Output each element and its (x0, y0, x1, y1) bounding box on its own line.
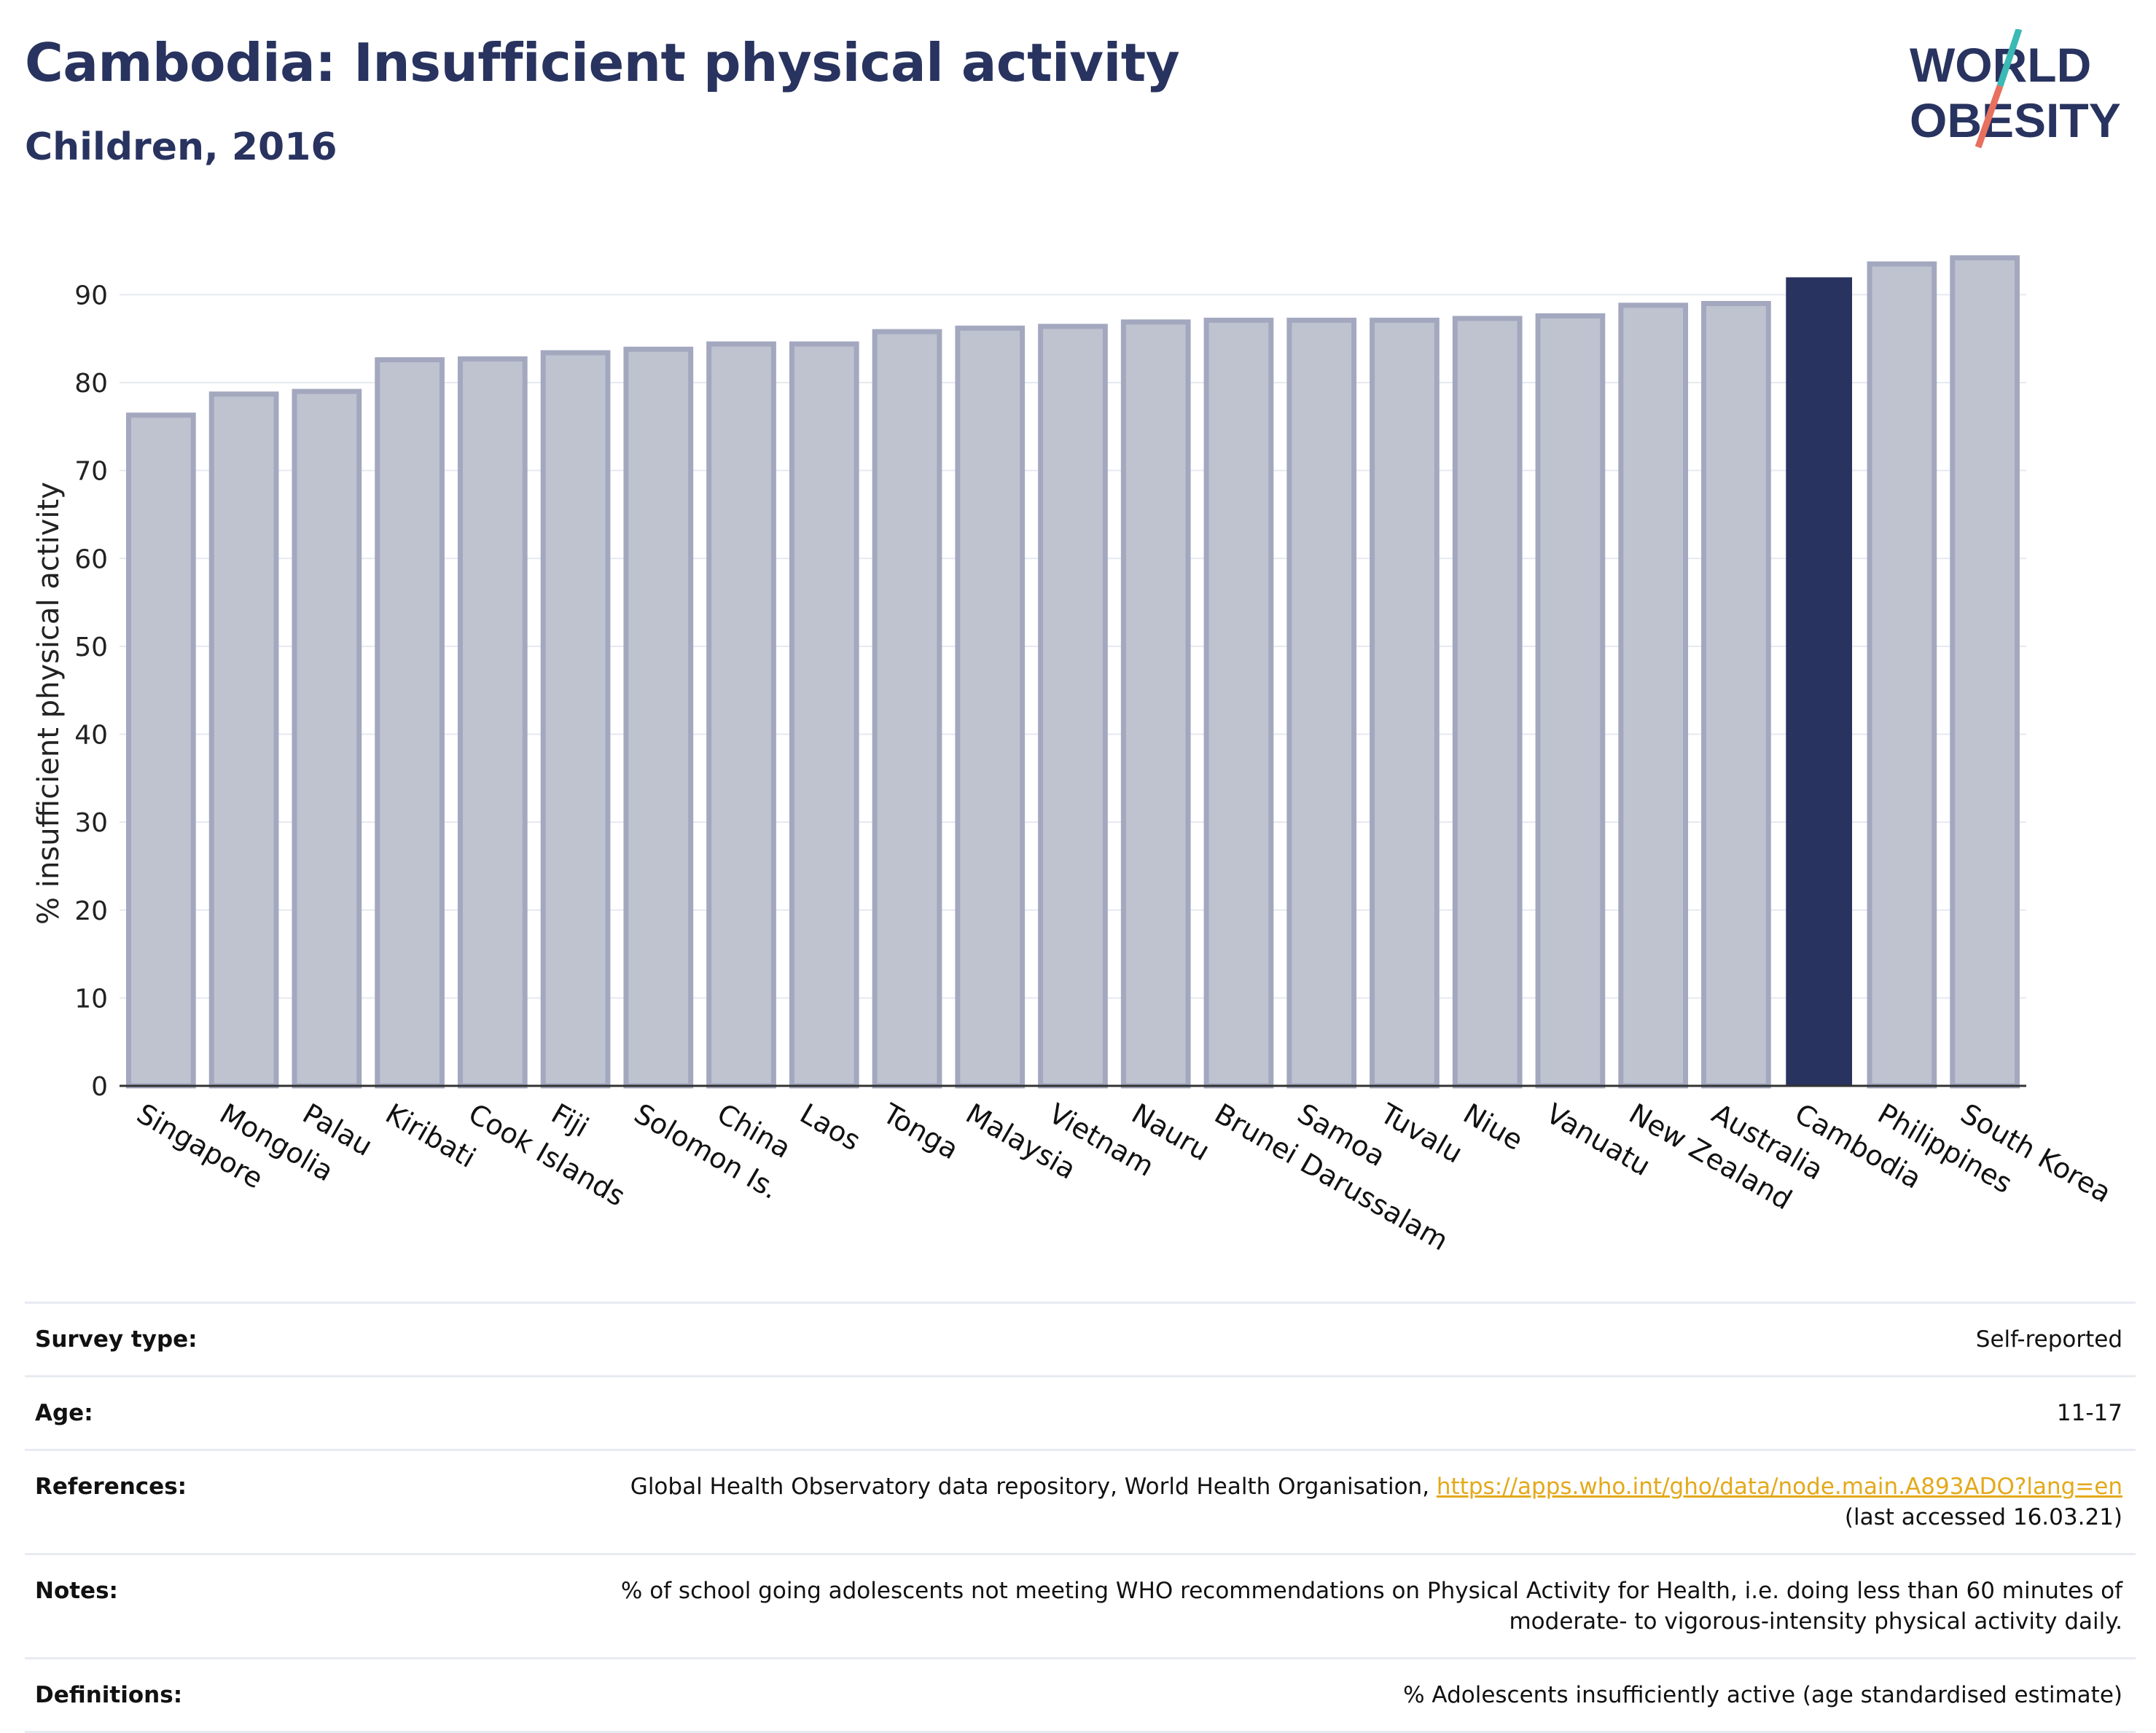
references-text: Global Health Observatory data repositor… (630, 1474, 1437, 1500)
info-row-definitions: Definitions: % Adolescents insufficientl… (25, 1657, 2136, 1733)
bar-vanuatu (1535, 313, 1606, 1089)
bar-singapore (126, 412, 196, 1089)
logo-line-2: OBESITY (1910, 93, 2121, 147)
y-tick-label: 20 (74, 896, 108, 926)
x-tick-label: Tuvalu (1375, 1097, 1468, 1170)
references-label: References: (35, 1474, 187, 1500)
bar-brunei-darussalam (1203, 317, 1274, 1089)
bar-solomon-is (623, 346, 694, 1089)
y-tick-label: 60 (74, 544, 108, 574)
notes-line-2: moderate- to vigorous-intensity physical… (1509, 1608, 2122, 1635)
bar-malaysia (955, 325, 1026, 1089)
y-tick-label: 30 (74, 808, 108, 838)
info-row-age: Age: 11-17 (25, 1375, 2136, 1449)
x-tick-label: Kiribati (380, 1098, 482, 1174)
bar-china (706, 341, 776, 1089)
bar-kiribati (375, 357, 445, 1089)
bar-nauru (1120, 319, 1191, 1089)
x-tick-label: Fiji (546, 1098, 594, 1143)
y-tick-label: 70 (74, 457, 108, 487)
bars (126, 255, 2020, 1089)
notes-line-1: % of school going adolescents not meetin… (620, 1578, 2122, 1604)
definitions-value: % Adolescents insufficiently active (age… (1403, 1682, 2122, 1708)
page-subtitle: Children, 2016 (25, 125, 337, 169)
bar-palau (292, 388, 362, 1089)
info-row-notes: Notes: % of school going adolescents not… (25, 1553, 2136, 1657)
bar-new-zealand (1618, 302, 1689, 1089)
y-tick-label: 90 (74, 281, 108, 310)
y-tick-label: 80 (74, 369, 108, 399)
y-tick-label: 40 (74, 721, 108, 751)
bar-laos (789, 341, 859, 1089)
bar-fiji (540, 350, 611, 1089)
notes-label: Notes: (35, 1578, 118, 1604)
definitions-label: Definitions: (35, 1682, 183, 1708)
bar-chart: 0 10 20 30 40 50 60 70 80 90 SingaporeMongoliaPal… (32, 255, 2117, 1257)
logo-coral-stroke (1975, 85, 2004, 149)
bar-australia (1701, 300, 1771, 1089)
x-tick-label: Tonga (877, 1097, 964, 1165)
y-axis-label: % insufficient physical activity (32, 482, 66, 925)
bar-cambodia (1786, 277, 1853, 1087)
references-value: Global Health Observatory data repositor… (297, 1471, 2136, 1533)
bar-cook-islands (457, 356, 528, 1089)
page-title: Cambodia: Insufficient physical activity (25, 32, 1180, 93)
info-table: Survey type: Self-reported Age: 11-17 Re… (25, 1302, 2136, 1733)
age-value: 11-17 (2056, 1400, 2122, 1426)
bar-tonga (872, 329, 942, 1089)
bar-philippines (1867, 261, 1937, 1089)
y-tick-label: 50 (74, 633, 108, 662)
bar-niue (1452, 316, 1523, 1089)
y-tick-label: 10 (74, 984, 108, 1014)
x-tick-label: Laos (794, 1098, 866, 1157)
info-row-survey: Survey type: Self-reported (25, 1302, 2136, 1375)
notes-value: % of school going adolescents not meetin… (297, 1576, 2136, 1637)
y-tick-label: 0 (91, 1072, 108, 1102)
survey-type-value: Self-reported (1975, 1326, 2122, 1353)
world-obesity-logo: WORLD OBESITY (1910, 29, 2121, 149)
survey-type-label: Survey type: (35, 1326, 198, 1353)
age-label: Age: (35, 1400, 93, 1426)
info-row-references: References: Global Health Observatory da… (25, 1449, 2136, 1553)
bar-mongolia (208, 391, 279, 1089)
references-link[interactable]: https://apps.who.int/gho/data/node.main.… (1436, 1474, 2122, 1500)
x-tick-label: Cook Islands (463, 1098, 630, 1213)
bar-samoa (1286, 317, 1357, 1089)
logo-teal-stroke (1996, 29, 2023, 87)
references-accessed: (last accessed 16.03.21) (1844, 1504, 2122, 1530)
bar-vietnam (1038, 324, 1108, 1089)
bar-tuvalu (1370, 317, 1440, 1089)
y-ticks: 0 10 20 30 40 50 60 70 80 90 (74, 281, 108, 1102)
bar-south-korea (1950, 255, 2020, 1089)
x-tick-label: Niue (1458, 1098, 1528, 1157)
